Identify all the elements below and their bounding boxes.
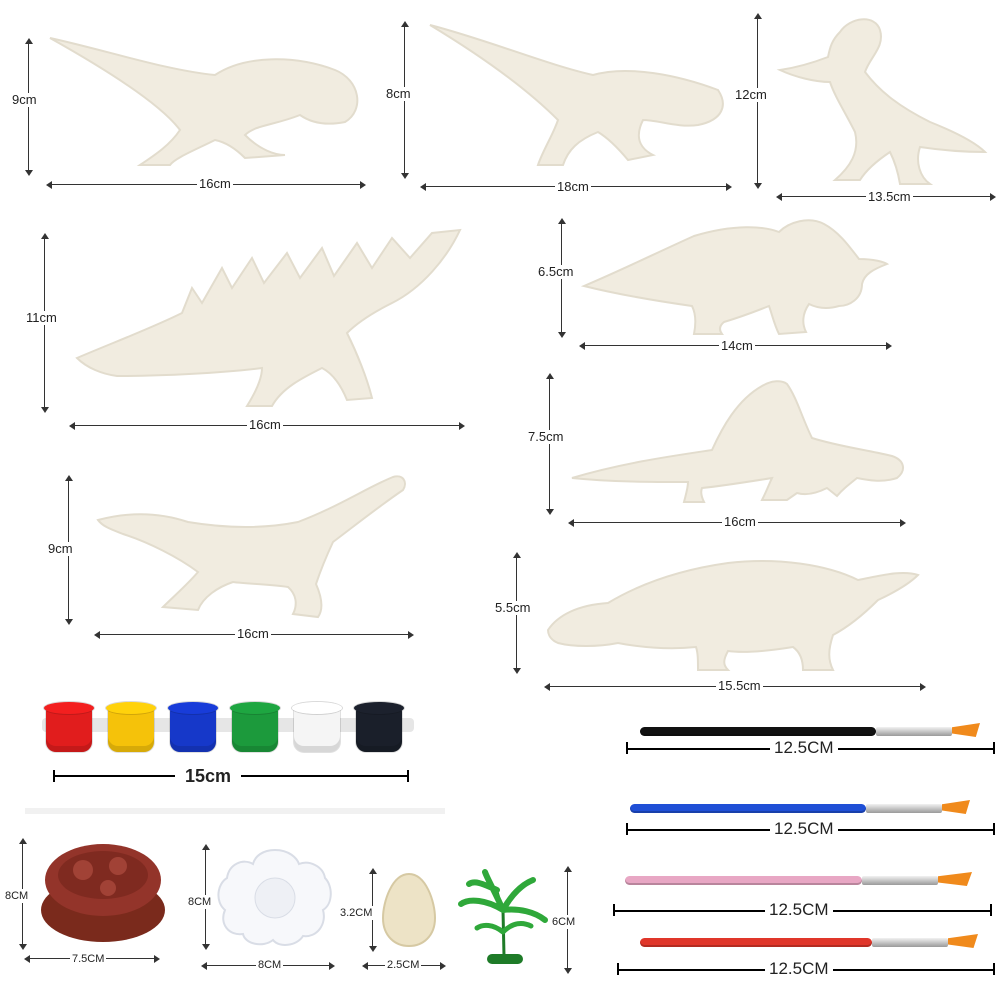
divider	[25, 808, 445, 814]
length-label: 13.5cm	[866, 189, 913, 204]
height-label: 8cm	[384, 86, 413, 101]
paint-pot	[44, 702, 94, 752]
brush-length-label: 12.5CM	[770, 739, 838, 757]
height-label: 8CM	[186, 895, 214, 909]
height-label: 8CM	[3, 889, 31, 903]
height-label: 6.5cm	[536, 264, 576, 279]
brush-handle	[625, 876, 862, 885]
brush-ferrule	[866, 804, 942, 813]
length-label: 16cm	[197, 176, 233, 191]
brush-length-tick-right	[993, 742, 995, 754]
brush-ferrule	[876, 727, 952, 736]
dinosaur-figure	[96, 475, 406, 619]
length-label: 18cm	[555, 179, 591, 194]
paint-pot-lid	[106, 702, 156, 714]
brush-length-label: 12.5CM	[765, 960, 833, 978]
palette-figure	[217, 848, 332, 946]
dinosaur-figure	[546, 560, 920, 671]
brush-handle	[640, 727, 876, 736]
dinosaur-figure	[571, 380, 904, 503]
length-label: 16cm	[247, 417, 283, 432]
length-label: 14cm	[719, 338, 755, 353]
paint-pot-lid	[168, 702, 218, 714]
tree-figure	[458, 869, 548, 964]
paint-pot	[354, 702, 404, 752]
length-label: 15.5cm	[716, 678, 763, 693]
paint-pot	[106, 702, 156, 752]
egg-figure	[381, 872, 437, 948]
brush-length-tick-right	[993, 963, 995, 975]
length-label: 16cm	[722, 514, 758, 529]
paint-pot	[292, 702, 342, 752]
brush-length-label: 12.5CM	[770, 820, 838, 838]
brush-length-tick-right	[993, 823, 995, 835]
brush-bristles	[952, 723, 980, 737]
paint-pot-lid	[354, 702, 404, 714]
width-label: 8CM	[256, 958, 284, 972]
paint-pot-lid	[230, 702, 280, 714]
paint-pot-lid	[44, 702, 94, 714]
height-label: 11cm	[24, 310, 59, 325]
height-label: 6CM	[550, 915, 578, 929]
dinosaur-figure	[776, 18, 988, 185]
brush-ferrule	[872, 938, 948, 947]
width-label: 7.5CM	[70, 952, 107, 966]
height-arrow	[546, 373, 554, 515]
paint-length-label: 15cm	[175, 766, 242, 786]
brush-length-tick-right	[990, 904, 992, 916]
height-label: 7.5cm	[526, 429, 566, 444]
width-label: 2.5CM	[385, 958, 422, 972]
dinosaur-figure	[75, 228, 462, 407]
brush-ferrule	[862, 876, 938, 885]
dinosaur-figure	[580, 219, 890, 336]
paint-length-tick-right	[407, 770, 409, 782]
height-label: 5.5cm	[493, 600, 533, 615]
paint-pot-lid	[292, 702, 342, 714]
brush-bristles	[948, 934, 978, 948]
brush-handle	[630, 804, 866, 813]
nest-figure	[41, 844, 165, 942]
paint-pot	[168, 702, 218, 752]
brush-handle	[640, 938, 872, 947]
brush-bristles	[938, 872, 972, 886]
height-label: 3.2CM	[338, 906, 375, 920]
dinosaur-figure	[49, 37, 359, 166]
height-arrow	[25, 38, 33, 176]
height-label: 9cm	[10, 92, 39, 107]
dinosaur-figure	[429, 24, 724, 166]
brush-bristles	[942, 800, 970, 814]
height-label: 12cm	[733, 87, 769, 102]
length-label: 16cm	[235, 626, 271, 641]
paint-pot	[230, 702, 280, 752]
brush-length-label: 12.5CM	[765, 901, 833, 919]
height-label: 9cm	[46, 541, 75, 556]
